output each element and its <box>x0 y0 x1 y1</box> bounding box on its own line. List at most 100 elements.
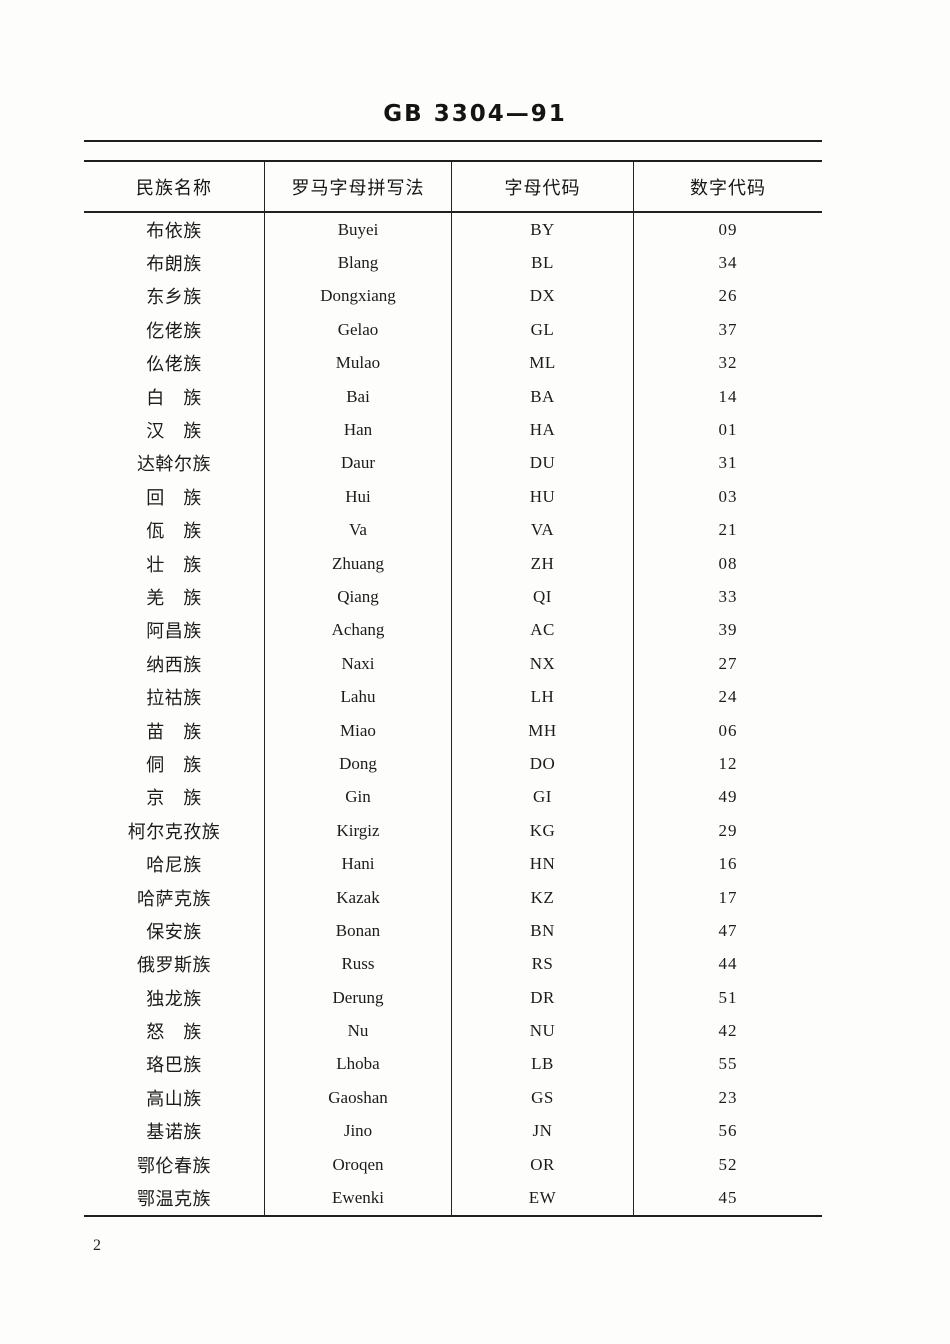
letter-code-cell: BY <box>452 213 634 247</box>
table-row: 布依族 Buyei BY 09 <box>84 213 822 247</box>
romanization-cell: Naxi <box>265 647 452 681</box>
nationality-name-cell: 基诺族 <box>84 1114 265 1148</box>
numeric-code-cell: 24 <box>718 687 738 707</box>
romanization-cell: Va <box>265 513 452 547</box>
title-rule <box>84 140 822 142</box>
romanization-cell: Nu <box>265 1014 452 1048</box>
letter-code-cell: KZ <box>452 880 634 915</box>
nationality-name-cell: 汉 族 <box>84 413 265 447</box>
nationality-name-cell: 哈萨克族 <box>84 880 265 915</box>
header-numeric-code: 数字代码 <box>690 177 766 198</box>
table-row: 京 族 Gin GI 49 <box>84 780 822 815</box>
romanization-cell: Kirgiz <box>265 814 452 848</box>
romanization-cell: Zhuang <box>265 546 452 581</box>
letter-code-cell: ZH <box>452 546 634 581</box>
numeric-code-cell: 39 <box>718 620 738 640</box>
letter-code-cell: RS <box>452 947 634 981</box>
numeric-code-cell: 49 <box>718 787 738 807</box>
letter-code-cell: HN <box>452 847 634 881</box>
nationality-name-cell: 哈尼族 <box>84 847 265 881</box>
table-row: 白 族 Bai BA 14 <box>84 379 822 414</box>
letter-code-cell: QI <box>452 580 634 614</box>
nationality-name-cell: 纳西族 <box>84 647 265 681</box>
table-row: 鄂温克族 Ewenki EW 45 <box>84 1181 822 1215</box>
letter-code-cell: LB <box>452 1047 634 1082</box>
letter-code-cell: KG <box>452 814 634 848</box>
page-number: 2 <box>93 1237 101 1254</box>
letter-code-cell: LH <box>452 680 634 714</box>
romanization-cell: Oroqen <box>265 1147 452 1182</box>
nationality-name-cell: 高山族 <box>84 1081 265 1115</box>
numeric-code-cell: 17 <box>718 887 738 907</box>
nationality-name-cell: 保安族 <box>84 914 265 948</box>
nationality-name-cell: 布朗族 <box>84 246 265 280</box>
nationality-name-cell: 拉祜族 <box>84 680 265 714</box>
romanization-cell: Qiang <box>265 580 452 614</box>
nationality-name-cell: 独龙族 <box>84 980 265 1015</box>
romanization-cell: Gaoshan <box>265 1081 452 1115</box>
numeric-code-cell: 33 <box>718 586 738 606</box>
table-row: 仫佬族 Mulao ML 32 <box>84 346 822 380</box>
numeric-code-cell: 37 <box>718 319 738 339</box>
letter-code-cell: GS <box>452 1081 634 1115</box>
table-header-row: 民族名称 罗马字母拼写法 字母代码 数字代码 <box>84 162 822 213</box>
letter-code-cell: EW <box>452 1181 634 1215</box>
romanization-cell: Lhoba <box>265 1047 452 1082</box>
romanization-cell: Han <box>265 413 452 447</box>
numeric-code-cell: 55 <box>718 1054 738 1074</box>
header-romanization: 罗马字母拼写法 <box>265 162 452 211</box>
romanization-cell: Dong <box>265 747 452 781</box>
numeric-code-cell: 23 <box>718 1087 738 1107</box>
numeric-code-cell: 45 <box>718 1188 738 1208</box>
romanization-cell: Jino <box>265 1114 452 1148</box>
table-row: 布朗族 Blang BL 34 <box>84 246 822 280</box>
table-row: 侗 族 Dong DO 12 <box>84 747 822 781</box>
nationality-name-cell: 东乡族 <box>84 279 265 314</box>
table-row: 东乡族 Dongxiang DX 26 <box>84 279 822 314</box>
table-row: 独龙族 Derung DR 51 <box>84 980 822 1015</box>
numeric-code-cell: 32 <box>718 353 738 373</box>
letter-code-cell: JN <box>452 1114 634 1148</box>
table-row: 哈萨克族 Kazak KZ 17 <box>84 880 822 915</box>
nationality-name-cell: 俄罗斯族 <box>84 947 265 981</box>
letter-code-cell: HA <box>452 413 634 447</box>
nationality-name-cell: 苗 族 <box>84 713 265 748</box>
header-nationality-name: 民族名称 <box>84 162 265 211</box>
romanization-cell: Miao <box>265 713 452 748</box>
romanization-cell: Mulao <box>265 346 452 380</box>
table-row: 俄罗斯族 Russ RS 44 <box>84 947 822 981</box>
table-row: 汉 族 Han HA 01 <box>84 413 822 447</box>
letter-code-cell: ML <box>452 346 634 380</box>
letter-code-cell: DO <box>452 747 634 781</box>
numeric-code-cell: 52 <box>718 1154 738 1174</box>
nationality-name-cell: 京 族 <box>84 780 265 815</box>
numeric-code-cell: 21 <box>718 520 738 540</box>
table-row: 羌 族 Qiang QI 33 <box>84 580 822 614</box>
nationality-name-cell: 壮 族 <box>84 546 265 581</box>
letter-code-cell: DX <box>452 279 634 314</box>
numeric-code-cell: 14 <box>718 386 738 406</box>
table-row: 高山族 Gaoshan GS 23 <box>84 1081 822 1115</box>
letter-code-cell: GL <box>452 313 634 347</box>
nationality-name-cell: 柯尔克孜族 <box>84 814 265 848</box>
letter-code-cell: AC <box>452 613 634 648</box>
numeric-code-cell: 29 <box>718 820 738 840</box>
romanization-cell: Bonan <box>265 914 452 948</box>
table-row: 仡佬族 Gelao GL 37 <box>84 313 822 347</box>
numeric-code-cell: 31 <box>718 453 738 473</box>
numeric-code-cell: 01 <box>718 420 738 440</box>
table-body: 布依族 Buyei BY 09 布朗族 Blang BL 34 东乡族 Dong… <box>84 213 822 1215</box>
letter-code-cell: GI <box>452 780 634 815</box>
nationality-name-cell: 达斡尔族 <box>84 446 265 481</box>
header-letter-code: 字母代码 <box>452 162 634 211</box>
romanization-cell: Achang <box>265 613 452 648</box>
nationality-name-cell: 阿昌族 <box>84 613 265 648</box>
table-row: 达斡尔族 Daur DU 31 <box>84 446 822 481</box>
numeric-code-cell: 51 <box>718 987 738 1007</box>
letter-code-cell: MH <box>452 713 634 748</box>
table-row: 柯尔克孜族 Kirgiz KG 29 <box>84 814 822 848</box>
nationality-name-cell: 侗 族 <box>84 747 265 781</box>
numeric-code-cell: 56 <box>718 1121 738 1141</box>
numeric-code-cell: 34 <box>718 253 738 273</box>
